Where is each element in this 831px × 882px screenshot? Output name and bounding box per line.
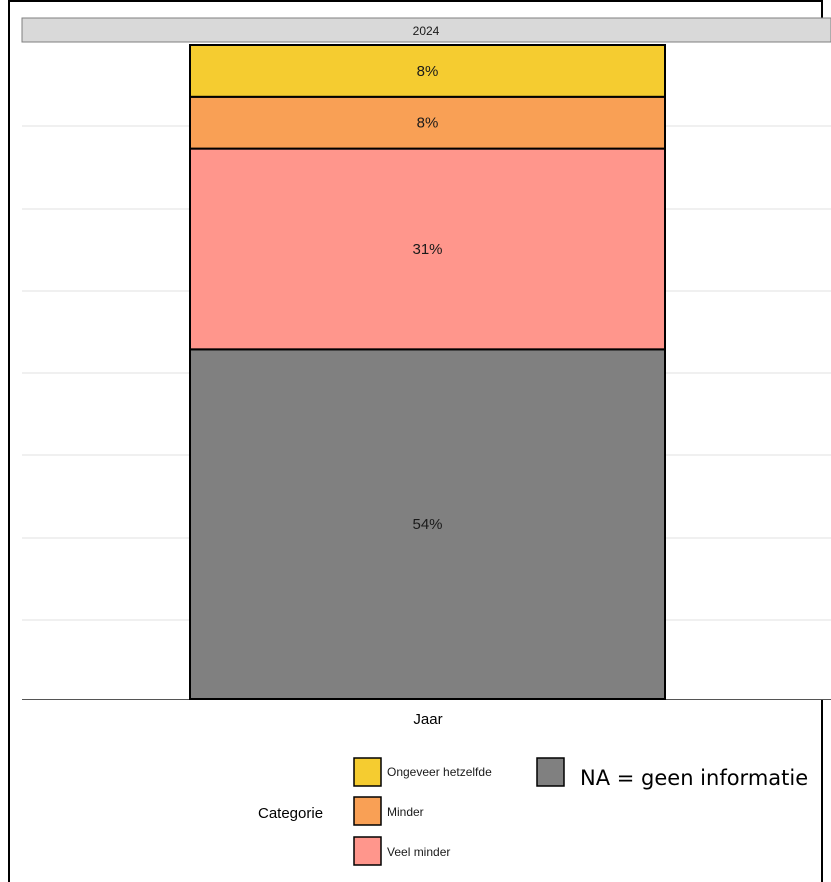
x-axis-title: Jaar bbox=[413, 711, 442, 728]
legend-swatch-3 bbox=[353, 836, 382, 866]
legend-swatch-4 bbox=[536, 757, 565, 787]
legend-title: Categorie bbox=[258, 805, 323, 822]
bar-segment-veel-minder bbox=[189, 147, 666, 351]
legend-label-2: Minder bbox=[387, 805, 424, 819]
bar-segments bbox=[189, 44, 666, 700]
bar-segment-minder bbox=[189, 95, 666, 150]
bar-label-ongeveer-hetzelfde: 8% bbox=[417, 63, 439, 80]
bar-segment-ongeveer-hetzelfde bbox=[189, 44, 666, 98]
bar-segment-na bbox=[189, 348, 666, 700]
legend-swatch-2 bbox=[353, 796, 382, 826]
legend-label-3: Veel minder bbox=[387, 845, 450, 859]
legend-swatch-1 bbox=[353, 757, 382, 787]
na-note: NA = geen informatie bbox=[580, 766, 809, 790]
facet-strip bbox=[21, 17, 831, 43]
bar-labels: 54% 31% 8% 8% bbox=[412, 63, 442, 533]
bar-label-na: 54% bbox=[412, 516, 442, 533]
bar-label-minder: 8% bbox=[417, 115, 439, 132]
legend-label-1: Ongeveer hetzelfde bbox=[387, 765, 492, 779]
legend: Ongeveer hetzelfde Minder Veel minder bbox=[353, 757, 565, 866]
facet-label: 2024 bbox=[413, 24, 440, 38]
bar-label-veel-minder: 31% bbox=[412, 241, 442, 258]
